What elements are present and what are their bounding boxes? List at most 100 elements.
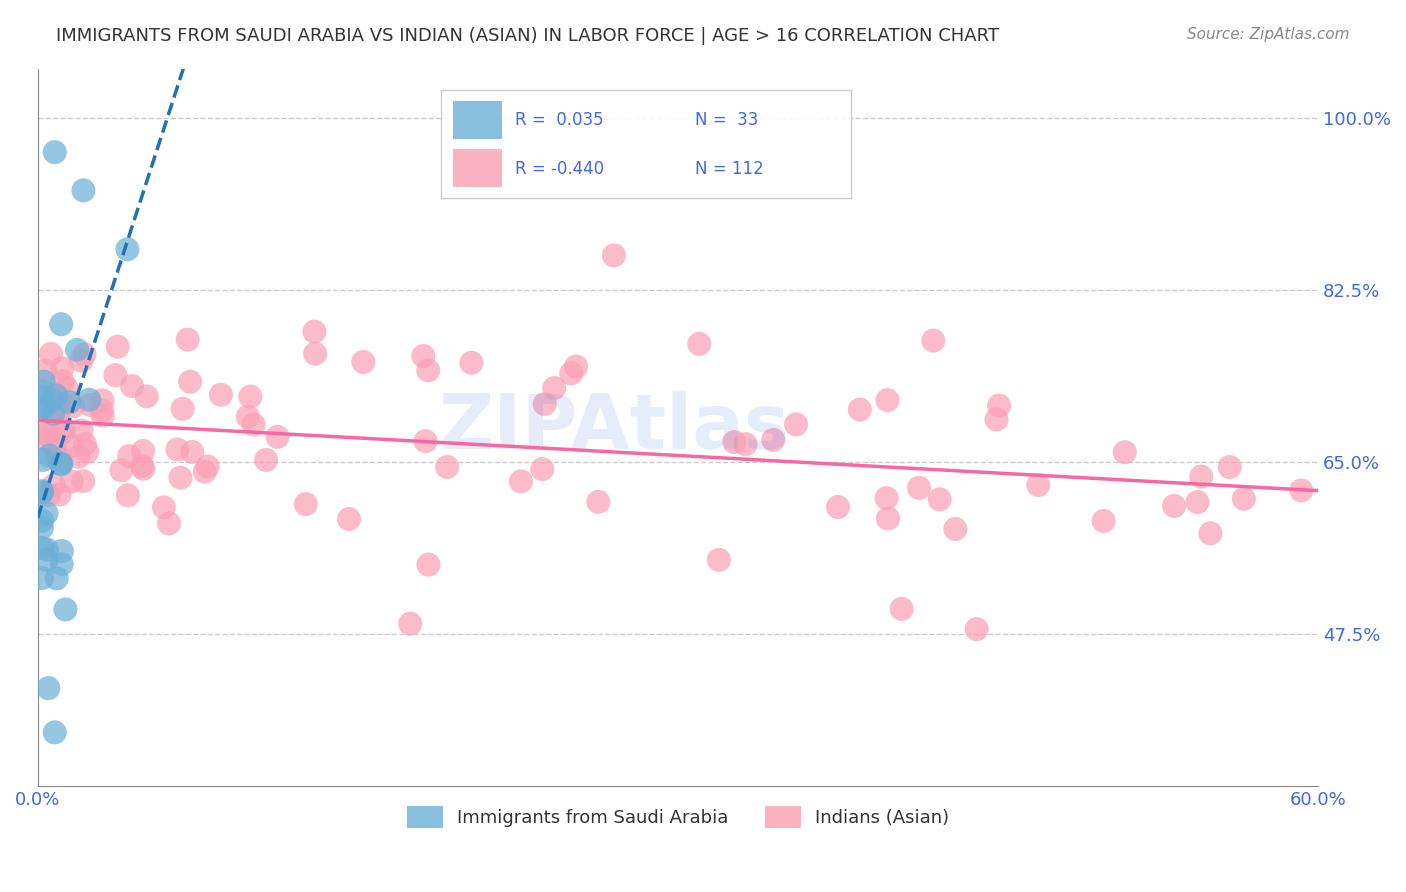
Point xyxy=(337,512,360,526)
Point xyxy=(60,439,83,453)
Point xyxy=(31,401,53,415)
Point xyxy=(49,457,72,471)
Point xyxy=(72,183,94,197)
Text: ZIPAtlas: ZIPAtlas xyxy=(439,391,790,465)
Point xyxy=(908,481,931,495)
Point xyxy=(45,571,67,585)
Point xyxy=(79,398,101,412)
Point xyxy=(35,433,58,447)
Point xyxy=(533,397,555,411)
Point xyxy=(55,381,77,395)
Point xyxy=(254,453,277,467)
Point xyxy=(166,442,188,457)
Point xyxy=(131,458,153,473)
Point xyxy=(90,403,112,417)
Point xyxy=(179,375,201,389)
Point xyxy=(49,399,72,413)
Point xyxy=(194,465,217,479)
Point xyxy=(51,558,73,572)
Point xyxy=(1187,495,1209,509)
Point xyxy=(239,390,262,404)
Point xyxy=(52,425,75,440)
Point xyxy=(38,449,60,463)
Point xyxy=(988,399,1011,413)
Point xyxy=(51,317,73,331)
Point xyxy=(117,488,139,502)
Point xyxy=(34,425,56,440)
Text: Source: ZipAtlas.com: Source: ZipAtlas.com xyxy=(1187,27,1350,42)
Point xyxy=(51,458,73,472)
Point xyxy=(1028,478,1050,492)
Point xyxy=(48,487,70,501)
Point xyxy=(53,421,76,435)
Point xyxy=(877,511,900,525)
Point xyxy=(945,522,967,536)
Point xyxy=(35,427,58,442)
Point xyxy=(58,395,80,409)
Point xyxy=(107,340,129,354)
Point xyxy=(51,361,73,376)
Point xyxy=(1199,526,1222,541)
Point xyxy=(418,363,440,377)
Point xyxy=(236,409,259,424)
Point xyxy=(399,616,422,631)
Point xyxy=(31,384,53,399)
Legend: Immigrants from Saudi Arabia, Indians (Asian): Immigrants from Saudi Arabia, Indians (A… xyxy=(399,798,956,835)
Point xyxy=(197,459,219,474)
Point xyxy=(91,409,114,423)
Point xyxy=(785,417,807,432)
Point xyxy=(70,424,93,438)
Point xyxy=(121,379,143,393)
Point xyxy=(560,367,582,381)
Point xyxy=(41,393,63,408)
Point xyxy=(295,497,318,511)
Point xyxy=(734,437,756,451)
Point xyxy=(966,622,988,636)
Point xyxy=(32,390,55,404)
Point xyxy=(565,359,588,374)
Point xyxy=(35,542,58,557)
Point xyxy=(37,681,59,695)
Point xyxy=(70,353,93,368)
Point xyxy=(104,368,127,383)
Point xyxy=(38,488,60,502)
Point xyxy=(32,396,55,410)
Point xyxy=(117,242,139,256)
Point xyxy=(588,495,610,509)
Point xyxy=(31,541,53,555)
Point xyxy=(169,471,191,485)
Point xyxy=(460,356,482,370)
Point xyxy=(73,437,96,451)
Point xyxy=(415,434,437,449)
Point xyxy=(52,374,75,388)
Point xyxy=(51,544,73,558)
Point xyxy=(44,725,66,739)
Point xyxy=(31,514,53,528)
Point xyxy=(31,484,53,499)
Text: IMMIGRANTS FROM SAUDI ARABIA VS INDIAN (ASIAN) IN LABOR FORCE | AGE > 16 CORRELA: IMMIGRANTS FROM SAUDI ARABIA VS INDIAN (… xyxy=(56,27,1000,45)
Point xyxy=(1163,499,1185,513)
Point xyxy=(1219,460,1241,475)
Point xyxy=(118,449,141,463)
Point xyxy=(1233,491,1256,506)
Point xyxy=(603,248,626,262)
Point xyxy=(62,399,84,413)
Point xyxy=(35,553,58,567)
Point xyxy=(132,444,155,458)
Point xyxy=(509,475,531,489)
Point xyxy=(762,433,785,447)
Point xyxy=(849,402,872,417)
Point xyxy=(304,347,326,361)
Point xyxy=(922,334,945,348)
Point xyxy=(35,506,58,520)
Point xyxy=(1092,514,1115,528)
Point xyxy=(44,145,66,160)
Point xyxy=(73,347,96,361)
Point xyxy=(44,395,66,409)
Point xyxy=(986,412,1008,426)
Point xyxy=(418,558,440,572)
Point xyxy=(707,553,730,567)
Point xyxy=(60,475,83,489)
Point xyxy=(39,347,62,361)
Point xyxy=(1189,469,1212,483)
